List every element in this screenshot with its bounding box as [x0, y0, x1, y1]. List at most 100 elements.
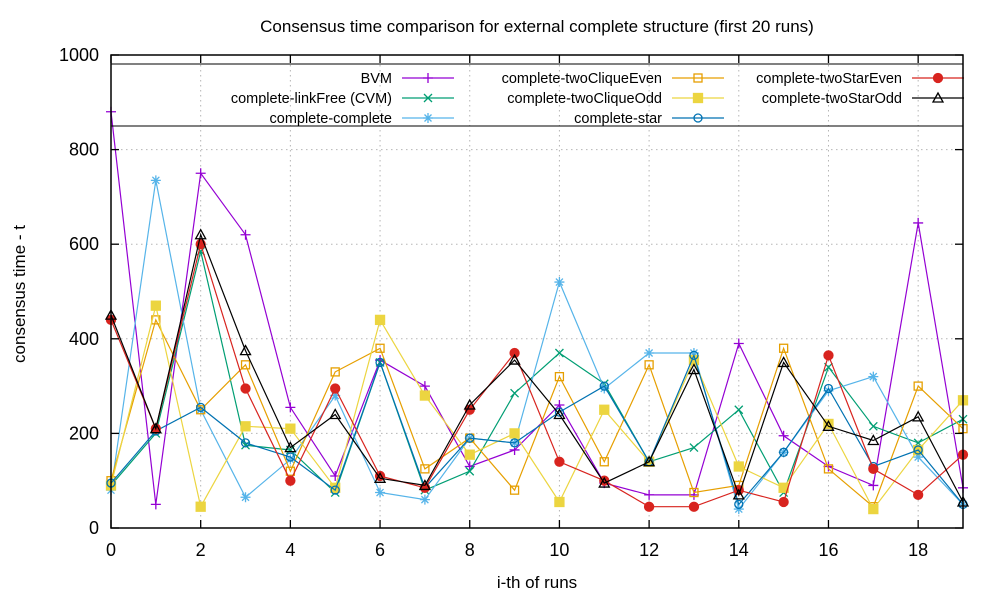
marker-complete-twoStarOdd	[418, 479, 431, 491]
series-complete-twoCliqueOdd	[105, 300, 969, 515]
series-markers-complete-linkFree (CVM)	[106, 246, 968, 497]
marker-complete-twoStarOdd	[643, 455, 656, 467]
marker-complete-star	[196, 402, 206, 413]
legend-entry-BVM: BVM	[361, 71, 454, 87]
marker-BVM	[778, 430, 789, 441]
marker-complete-twoStarOdd	[239, 344, 252, 356]
marker-complete-complete	[419, 494, 430, 505]
marker-BVM	[868, 480, 879, 491]
marker-complete-twoCliqueEven	[375, 343, 385, 353]
legend-entry-complete-twoStarOdd: complete-twoStarOdd	[762, 91, 964, 107]
x-tick-label: 8	[465, 540, 475, 560]
marker-complete-star	[330, 485, 340, 495]
series-line-complete-twoCliqueEven	[110, 318, 964, 508]
marker-complete-twoStarOdd	[149, 422, 162, 434]
y-tick-label: 1000	[59, 45, 99, 65]
y-tick-label: 800	[69, 140, 99, 160]
legend-label: complete-twoCliqueOdd	[507, 91, 662, 107]
x-tick-label: 4	[285, 540, 295, 560]
marker-complete-linkFree (CVM)	[734, 405, 744, 415]
marker-complete-linkFree (CVM)	[554, 348, 564, 358]
marker-complete-twoStarEven	[688, 501, 700, 512]
legend-sample-marker	[693, 73, 703, 83]
legend-sample-marker	[931, 91, 945, 103]
x-tick-label: 16	[818, 540, 838, 560]
marker-complete-twoStarOdd	[777, 356, 790, 368]
x-tick-label: 12	[639, 540, 659, 560]
marker-complete-linkFree (CVM)	[510, 388, 520, 398]
marker-complete-star	[823, 383, 834, 394]
legend-sample-marker	[932, 72, 944, 84]
legend-entry-complete-twoStarEven: complete-twoStarEven	[756, 71, 964, 87]
marker-complete-twoStarEven	[778, 496, 789, 508]
legend-sample-marker	[423, 73, 433, 83]
marker-complete-twoStarOdd	[598, 476, 611, 488]
x-tick-label: 18	[908, 540, 928, 560]
y-tick-label: 600	[69, 234, 99, 254]
marker-complete-twoStarOdd	[867, 434, 880, 446]
x-tick-label: 2	[196, 540, 206, 560]
marker-complete-star	[689, 350, 699, 361]
marker-complete-twoStarEven	[285, 475, 296, 486]
marker-complete-twoCliqueEven	[509, 485, 520, 495]
marker-complete-twoCliqueEven	[689, 487, 699, 498]
marker-BVM	[285, 402, 296, 413]
marker-complete-twoCliqueEven	[913, 381, 923, 391]
series-markers-BVM	[106, 106, 968, 510]
marker-complete-complete	[823, 385, 834, 396]
marker-complete-twoCliqueOdd	[195, 501, 206, 512]
legend-label: complete-linkFree (CVM)	[231, 91, 392, 107]
marker-complete-twoStarEven	[554, 456, 565, 467]
series-markers-complete-twoCliqueEven	[106, 315, 968, 512]
marker-complete-complete	[599, 383, 610, 394]
series-markers-complete-twoStarOdd	[104, 228, 970, 507]
marker-BVM	[195, 168, 206, 179]
marker-BVM	[913, 217, 924, 228]
legend-label: complete-twoStarEven	[756, 71, 902, 87]
x-axis-label: i-th of runs	[497, 573, 577, 592]
marker-complete-star	[285, 452, 296, 462]
chart-title: Consensus time comparison for external c…	[260, 17, 814, 36]
series-line-complete-complete	[110, 180, 964, 511]
marker-complete-twoCliqueEven	[778, 343, 789, 353]
marker-complete-complete	[688, 347, 699, 358]
x-tick-label: 6	[375, 540, 385, 560]
marker-complete-twoCliqueOdd	[285, 423, 296, 434]
series-markers-complete-twoCliqueOdd	[105, 300, 969, 515]
marker-complete-twoCliqueOdd	[150, 300, 161, 311]
marker-complete-star	[240, 438, 251, 448]
marker-complete-twoStarOdd	[687, 363, 701, 375]
marker-complete-twoCliqueOdd	[554, 496, 565, 508]
marker-complete-twoCliqueOdd	[464, 449, 475, 460]
legend-entry-complete-twoCliqueEven: complete-twoCliqueEven	[502, 71, 724, 87]
marker-complete-twoCliqueOdd	[509, 428, 520, 439]
marker-complete-twoStarOdd	[194, 228, 207, 240]
legend-label: complete-twoStarOdd	[762, 91, 902, 107]
marker-complete-twoCliqueOdd	[599, 404, 610, 415]
marker-complete-twoStarEven	[330, 383, 341, 394]
marker-complete-complete	[150, 175, 161, 186]
marker-BVM	[419, 381, 430, 392]
marker-complete-star	[599, 381, 609, 391]
marker-BVM	[644, 489, 655, 500]
marker-complete-twoStarOdd	[284, 441, 297, 453]
legend-label: complete-star	[574, 111, 662, 127]
legend-entry-complete-complete: complete-complete	[270, 111, 454, 127]
marker-complete-twoStarEven	[823, 350, 834, 361]
legend-label: BVM	[361, 71, 392, 87]
marker-complete-complete	[868, 371, 879, 382]
marker-complete-twoCliqueOdd	[240, 421, 251, 432]
marker-complete-linkFree (CVM)	[689, 443, 699, 453]
x-tick-label: 14	[729, 540, 749, 560]
marker-complete-linkFree (CVM)	[241, 440, 250, 450]
marker-complete-star	[465, 433, 475, 443]
marker-complete-twoCliqueOdd	[419, 390, 431, 401]
marker-complete-twoStarEven	[868, 463, 879, 475]
marker-complete-twoStarOdd	[553, 408, 566, 420]
x-tick-label: 10	[549, 540, 569, 560]
marker-complete-twoCliqueEven	[420, 464, 430, 474]
legend-sample-marker	[423, 93, 433, 103]
marker-complete-complete	[554, 277, 565, 288]
marker-complete-star	[509, 438, 520, 448]
